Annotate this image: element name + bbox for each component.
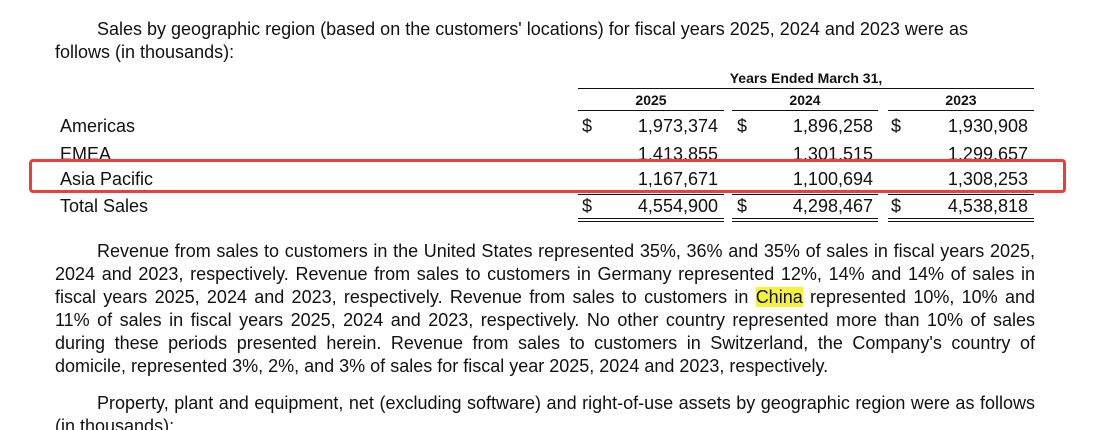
year-header-2025: 2025 <box>635 92 667 108</box>
year-rule-2023 <box>888 110 1034 111</box>
intro-line-1: Sales by geographic region (based on the… <box>97 19 968 39</box>
revenue-text-after: represented 10%, 10% and 11% of sales in… <box>55 287 1035 376</box>
dollar-sign: $ <box>891 116 902 136</box>
value-asia-pacific-2024: 1,100,694 <box>792 169 873 189</box>
ppe-text: Property, plant and equipment, net (excl… <box>55 393 1035 430</box>
highlighted-term: China <box>755 287 803 307</box>
revenue-text-before: Revenue from sales to customers in the U… <box>55 241 1035 307</box>
subtotal-rule-2023 <box>888 194 1034 195</box>
value-emea-2024: 1,301,515 <box>792 144 873 159</box>
row-label-emea: EMEA <box>60 144 112 159</box>
row-label-asia-pacific: Asia Pacific <box>60 169 154 189</box>
value-total-2023: 4,538,818 <box>947 196 1028 216</box>
header-span-rule <box>578 88 1034 89</box>
table-row-emea: EMEA 1,413,855 1,301,515 1,299,657 <box>0 143 1107 159</box>
total-double-rule-2025-b <box>578 221 724 222</box>
row-highlight-box <box>29 159 1066 193</box>
value-americas-2025: 1,973,374 <box>637 116 718 136</box>
value-asia-pacific-2025: 1,167,671 <box>637 169 718 189</box>
revenue-paragraph: Revenue from sales to customers in the U… <box>55 240 1035 378</box>
row-label-total-sales: Total Sales <box>60 196 149 216</box>
dollar-sign: $ <box>737 116 748 136</box>
row-label-americas: Americas <box>60 116 136 136</box>
subtotal-rule-2025 <box>578 194 724 195</box>
dollar-sign: $ <box>891 196 902 216</box>
total-double-rule-2023-a <box>888 218 1034 219</box>
dollar-sign: $ <box>582 196 593 216</box>
value-americas-2024: 1,896,258 <box>792 116 873 136</box>
subtotal-rule-2024 <box>732 194 878 195</box>
value-emea-2025: 1,413,855 <box>637 144 718 159</box>
year-header-2023: 2023 <box>945 92 977 108</box>
total-double-rule-2024-a <box>732 218 878 219</box>
intro-line-2: follows (in thousands): <box>55 42 235 62</box>
value-americas-2023: 1,930,908 <box>947 116 1028 136</box>
ppe-paragraph-container: Property, plant and equipment, net (excl… <box>55 392 1035 430</box>
value-asia-pacific-2023: 1,308,253 <box>947 169 1028 189</box>
year-rule-2024 <box>732 110 878 111</box>
table-header-span: Years Ended March 31, <box>729 70 883 86</box>
intro-paragraph: Sales by geographic region (based on the… <box>55 18 1035 64</box>
dollar-sign: $ <box>582 116 593 136</box>
dollar-sign: $ <box>737 196 748 216</box>
total-double-rule-2025-a <box>578 218 724 219</box>
total-double-rule-2024-b <box>732 221 878 222</box>
total-double-rule-2023-b <box>888 221 1034 222</box>
year-header-2024: 2024 <box>789 92 821 108</box>
ppe-paragraph: Property, plant and equipment, net (excl… <box>55 392 1035 430</box>
year-rule-2025 <box>578 110 724 111</box>
value-total-2024: 4,298,467 <box>792 196 873 216</box>
value-emea-2023: 1,299,657 <box>947 144 1028 159</box>
value-total-2025: 4,554,900 <box>637 196 718 216</box>
